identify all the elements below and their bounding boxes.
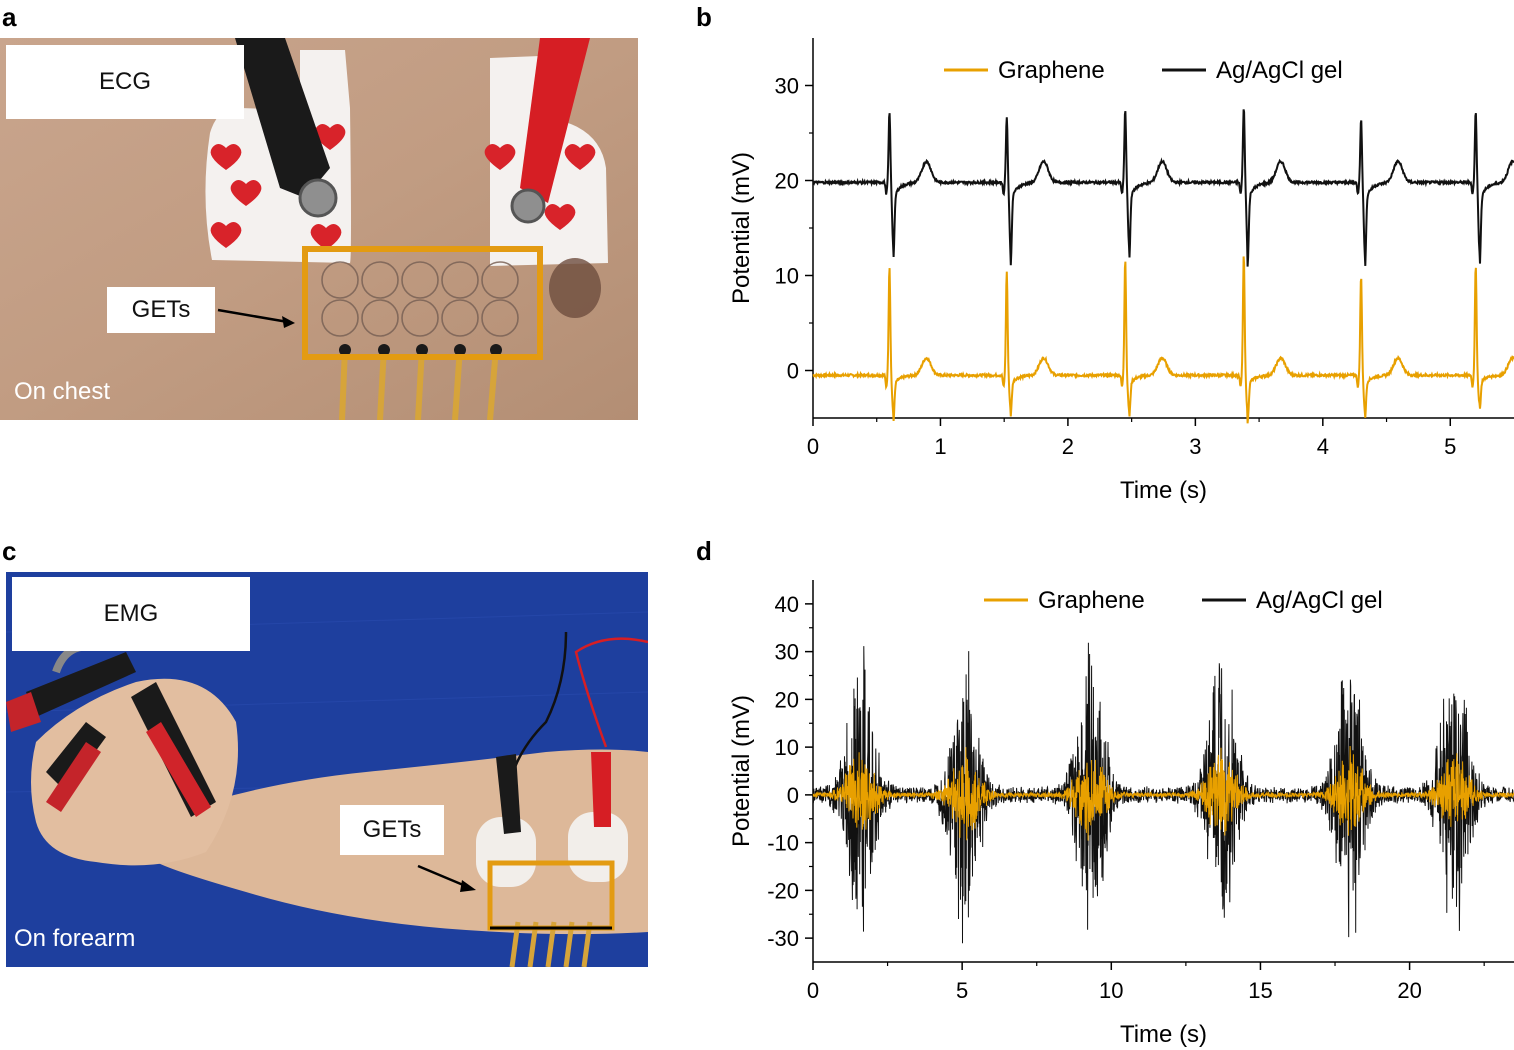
ecg-y-tick-label: 0 — [787, 359, 799, 384]
black-clip — [235, 38, 330, 198]
ecg-y-tick-label: 30 — [775, 74, 799, 99]
location-caption-forearm: On forearm — [14, 925, 136, 952]
emg-x-tick-label: 20 — [1397, 978, 1421, 1003]
ecg-label: ECG — [98, 68, 151, 95]
emg-y-tick-label: 10 — [775, 735, 799, 760]
emg-y-tick-label: -30 — [767, 926, 799, 951]
get-serpentine-pattern — [321, 261, 519, 337]
emg-x-tick-label: 10 — [1099, 978, 1123, 1003]
ecg-x-tick-label: 3 — [1189, 434, 1201, 459]
emg-series-1 — [812, 642, 1514, 944]
ecg-series-0 — [812, 256, 1514, 424]
emg-x-axis-label: Time (s) — [1120, 1021, 1207, 1048]
ecg-series-1 — [812, 109, 1514, 267]
ecg-x-tick-label: 2 — [1062, 434, 1074, 459]
emg-x-tick-label: 0 — [807, 978, 819, 1003]
emg-y-tick-label: -10 — [767, 831, 799, 856]
gets-label-box-a: GETs — [107, 287, 215, 333]
ecg-legend-label-0: Graphene — [998, 57, 1105, 84]
emg-y-tick-label: 30 — [775, 640, 799, 665]
emg-y-axis-label: Potential (mV) — [728, 695, 755, 847]
emg-y-tick-label: 0 — [787, 783, 799, 808]
emg-y-tick-label: 40 — [775, 592, 799, 617]
emg-y-tick-label: -20 — [767, 878, 799, 903]
gets-label-box-c: GETs — [340, 805, 444, 855]
red-wire — [574, 637, 648, 748]
ecg-y-axis-label: Potential (mV) — [728, 152, 755, 304]
arrow-icon — [282, 316, 295, 328]
ecg-label-box: ECG — [6, 45, 244, 119]
panel-a-letter: a — [2, 2, 17, 32]
panel-c-letter: c — [2, 536, 17, 566]
emg-series-0 — [812, 745, 1514, 841]
ecg-legend-label-1: Ag/AgCl gel — [1216, 57, 1343, 84]
arrow-icon-forearm — [460, 880, 476, 892]
emg-y-tick-label: 20 — [775, 687, 799, 712]
heart-icons — [210, 124, 596, 250]
ecg-x-tick-label: 4 — [1317, 434, 1329, 459]
gets-label-c: GETs — [362, 816, 422, 843]
hand-gripper — [6, 642, 216, 817]
chest-scene — [0, 38, 638, 420]
ecg-x-tick-label: 1 — [934, 434, 946, 459]
forearm-scene — [6, 572, 648, 967]
emg-forearm-photo — [6, 572, 648, 967]
emg-label-box: EMG — [12, 577, 250, 651]
gets-label-a: GETs — [131, 296, 191, 323]
hand-shape — [31, 678, 238, 866]
ecg-chest-photo — [0, 38, 638, 420]
emg-x-tick-label: 5 — [956, 978, 968, 1003]
panel-b-letter: b — [696, 2, 712, 32]
ecg-x-tick-label: 0 — [807, 434, 819, 459]
emg-label: EMG — [103, 600, 159, 627]
get-highlight-box — [302, 246, 543, 360]
red-clip — [520, 38, 590, 203]
emg-legend-label-1: Ag/AgCl gel — [1256, 587, 1383, 614]
emg-chart: 0 5 10 15 20 -30 -20 -10 0 10 20 30 40 Time (s) Potent… — [728, 580, 1514, 1048]
panel-d-letter: d — [696, 536, 712, 566]
emg-x-tick-label: 15 — [1248, 978, 1272, 1003]
ecg-y-tick-label: 10 — [775, 264, 799, 289]
emg-legend-label-0: Graphene — [1038, 587, 1145, 614]
location-caption-chest: On chest — [14, 378, 111, 405]
ecg-y-tick-label: 20 — [775, 169, 799, 194]
ecg-x-axis-label: Time (s) — [1120, 477, 1207, 504]
ecg-x-tick-label: 5 — [1444, 434, 1456, 459]
ecg-chart: 0 1 2 3 4 5 0 10 20 30 Time (s) Potential (mV) Graph… — [728, 38, 1514, 504]
